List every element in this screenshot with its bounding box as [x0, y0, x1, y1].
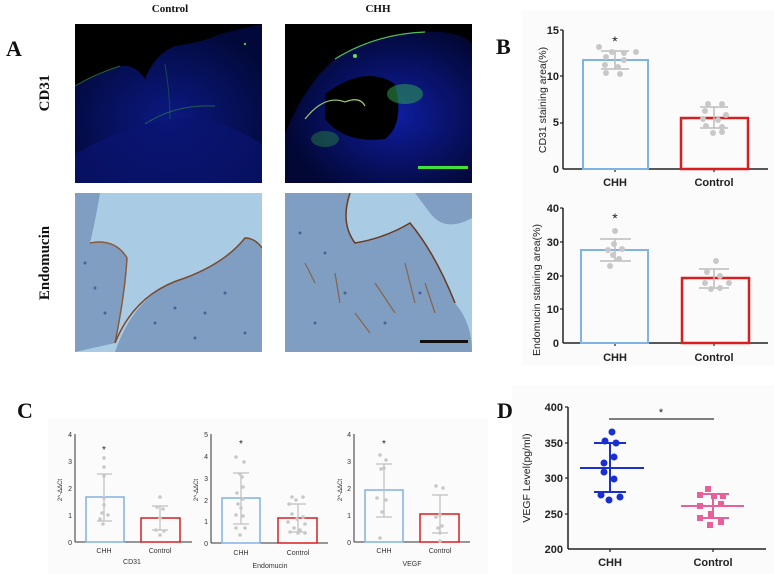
- panel-label-d: D: [497, 398, 513, 423]
- significance-star: *: [612, 33, 618, 49]
- svg-text:2: 2: [68, 486, 72, 493]
- y-axis-label: CD31 staining area(%): [537, 47, 549, 153]
- svg-text:4: 4: [347, 432, 351, 439]
- svg-text:15: 15: [547, 25, 559, 37]
- micrograph-endomucin-control: [75, 193, 262, 352]
- svg-text:CHH: CHH: [96, 548, 111, 555]
- svg-text:1: 1: [68, 513, 72, 520]
- svg-text:Control: Control: [429, 548, 452, 555]
- svg-text:2: 2: [347, 486, 351, 493]
- chart-b-endomucin: Endomucin staining area(%) 40 30 20 10 0…: [531, 203, 768, 364]
- svg-text:3: 3: [68, 459, 72, 466]
- y-ticks: 400 350 300 250 200: [545, 402, 563, 556]
- row-label-cd31: CD31: [37, 74, 53, 112]
- svg-text:0: 0: [347, 540, 351, 547]
- svg-text:Control: Control: [694, 177, 733, 189]
- svg-text:3: 3: [204, 476, 208, 483]
- svg-text:Control: Control: [149, 548, 172, 555]
- svg-text:4: 4: [68, 432, 72, 439]
- svg-text:Endomucin: Endomucin: [252, 563, 287, 570]
- svg-text:CHH: CHH: [376, 548, 391, 555]
- svg-text:*: *: [239, 439, 243, 450]
- panel-label-c: C: [17, 398, 33, 423]
- micrograph-endomucin-chh: [285, 193, 472, 352]
- svg-text:10: 10: [547, 71, 559, 83]
- panel-c-box: [48, 418, 488, 574]
- svg-text:1: 1: [204, 519, 208, 526]
- svg-text:0: 0: [68, 540, 72, 547]
- y-axis-label: Endomucin staining area(%): [531, 224, 543, 356]
- svg-text:40: 40: [547, 203, 559, 215]
- row-label-endomucin: Endomucin: [37, 225, 53, 301]
- chart-c-vegf: 2^-ΔΔCt 4 3 2 1 0 * CHH Control VEGF: [338, 432, 470, 568]
- svg-text:1: 1: [347, 513, 351, 520]
- significance-star: *: [612, 210, 618, 226]
- chart-d-vegf-level: VEGF Level(pg/ml) 400 350 300 250 200 * …: [521, 402, 766, 569]
- svg-text:2: 2: [204, 498, 208, 505]
- svg-text:400: 400: [545, 402, 563, 414]
- svg-text:5: 5: [204, 432, 208, 439]
- panel-d-box: [512, 385, 774, 574]
- chart-c: 2^-ΔΔCt 4 3 2 1 0 * CHH Control CD31 2^-ΔΔCt 5…: [58, 432, 470, 570]
- svg-text:Control: Control: [694, 352, 733, 364]
- y-ticks: 15 10 5 0: [547, 25, 559, 176]
- svg-text:2^-ΔΔCt: 2^-ΔΔCt: [194, 479, 200, 501]
- svg-text:Control: Control: [287, 550, 310, 557]
- micrograph-cd31-control: [75, 24, 262, 183]
- svg-text:*: *: [382, 439, 386, 450]
- bar-control: [680, 276, 751, 345]
- column-title-control: Control: [151, 3, 189, 15]
- svg-text:Control: Control: [693, 557, 732, 569]
- svg-text:3: 3: [347, 459, 351, 466]
- micrograph-cd31-chh: [285, 24, 472, 183]
- svg-text:2^-ΔΔCt: 2^-ΔΔCt: [338, 479, 344, 501]
- x-ticks: CHH Control: [598, 557, 732, 569]
- x-ticks: CHH Control: [603, 352, 733, 364]
- svg-text:2^-ΔΔCt: 2^-ΔΔCt: [58, 479, 64, 501]
- svg-text:0: 0: [204, 541, 208, 548]
- svg-text:0: 0: [553, 164, 559, 176]
- bar-chh: [580, 249, 649, 344]
- svg-text:CHH: CHH: [603, 352, 627, 364]
- svg-text:CHH: CHH: [233, 550, 248, 557]
- svg-text:10: 10: [547, 304, 559, 316]
- column-title-chh: CHH: [365, 3, 391, 15]
- svg-text:300: 300: [545, 473, 563, 485]
- chart-c-cd31: 2^-ΔΔCt 4 3 2 1 0 * CHH Control CD31: [58, 432, 192, 566]
- svg-text:VEGF: VEGF: [402, 561, 421, 568]
- x-ticks: CHH Control: [603, 177, 733, 189]
- svg-text:5: 5: [553, 117, 559, 129]
- svg-text:0: 0: [553, 338, 559, 350]
- chart-b-cd31: CD31 staining area(%) 15 10 5 0 * CHH Co…: [537, 25, 768, 189]
- scale-bar: [420, 340, 468, 343]
- panel-label-b: B: [496, 34, 511, 59]
- svg-text:CHH: CHH: [603, 177, 627, 189]
- svg-text:CHH: CHH: [598, 557, 622, 569]
- svg-text:CD31: CD31: [123, 559, 141, 566]
- svg-text:200: 200: [545, 544, 563, 556]
- svg-text:20: 20: [547, 271, 559, 283]
- svg-text:350: 350: [545, 438, 563, 450]
- scale-bar: [418, 166, 468, 169]
- svg-text:4: 4: [204, 454, 208, 461]
- y-ticks: 40 30 20 10 0: [547, 203, 559, 350]
- svg-text:*: *: [102, 445, 106, 456]
- panel-label-a: A: [6, 36, 22, 61]
- significance-star: *: [659, 407, 664, 419]
- svg-text:30: 30: [547, 237, 559, 249]
- bar-chh: [582, 59, 649, 170]
- svg-text:250: 250: [545, 509, 563, 521]
- y-axis-label: VEGF Level(pg/ml): [521, 433, 533, 522]
